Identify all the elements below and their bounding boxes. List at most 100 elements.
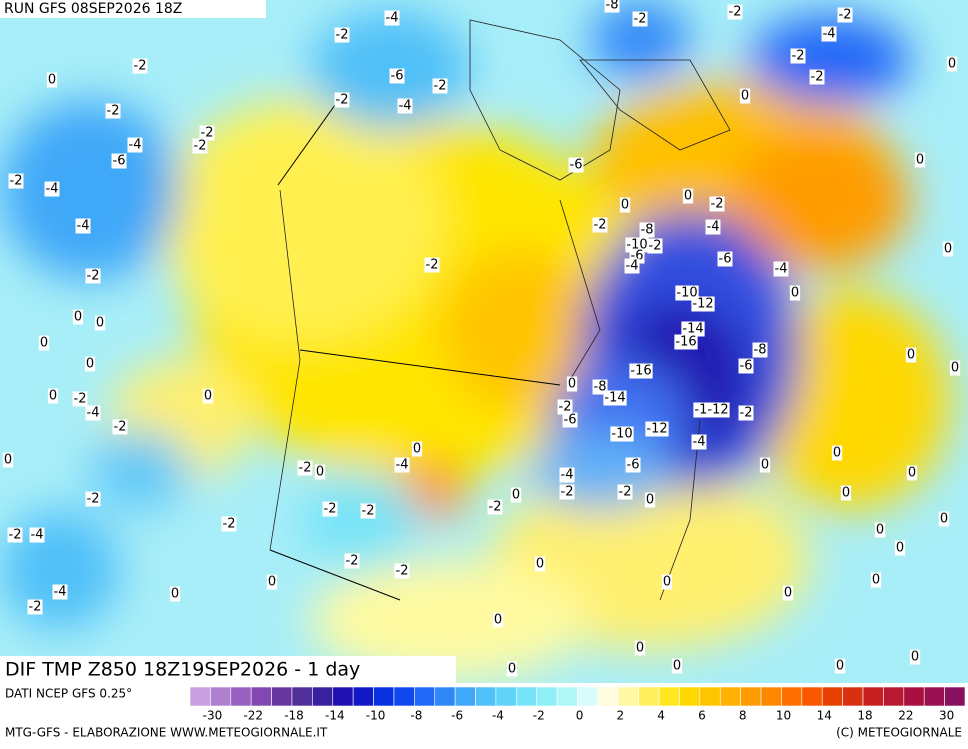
contour-label: 0 — [568, 377, 576, 392]
color-swatch — [373, 686, 395, 707]
colorbar-tick-label: -4 — [492, 709, 504, 723]
contour-label: -2 — [619, 485, 632, 500]
contour-label: 0 — [40, 336, 48, 351]
label-bg — [111, 153, 127, 169]
label-bg — [674, 334, 698, 350]
contour-label: 0 — [684, 189, 692, 204]
colorbar-tick-label: -14 — [325, 709, 345, 723]
contour-label: -4 — [396, 458, 409, 473]
label-bg — [671, 658, 683, 674]
contour-label: -2 — [396, 564, 409, 579]
contour-label: -6 — [391, 69, 404, 84]
label-bg — [8, 173, 24, 189]
colorbar-tick-label: 6 — [698, 709, 706, 723]
contour-label: 0 — [951, 361, 959, 376]
contour-label: 0 — [940, 512, 948, 527]
contour-label: 0 — [536, 557, 544, 572]
label-bg — [809, 69, 825, 85]
contour-label: 0 — [876, 523, 884, 538]
label-bg — [942, 241, 954, 257]
contour-label: -8 — [754, 343, 767, 358]
contour-label: 0 — [872, 573, 880, 588]
contour-label: -4 — [87, 406, 100, 421]
label-bg — [389, 68, 405, 84]
contour-label: -2 — [649, 239, 662, 254]
contour-label: -2 — [134, 59, 147, 74]
label-bg — [592, 217, 608, 233]
label-bg — [360, 503, 376, 519]
label-bg — [559, 484, 575, 500]
contour-label: 0 — [316, 465, 324, 480]
label-bg — [632, 11, 648, 27]
label-bg — [782, 585, 794, 601]
contour-label: -4 — [46, 182, 59, 197]
label-bg — [487, 499, 503, 515]
label-bg — [914, 152, 926, 168]
color-swatch — [699, 686, 721, 707]
color-swatch — [638, 686, 660, 707]
contour-label: -4 — [823, 27, 836, 42]
label-bg — [2, 452, 14, 468]
label-bg — [905, 347, 917, 363]
label-bg — [906, 465, 918, 481]
contour-label: -2 — [811, 70, 824, 85]
color-swatch — [414, 686, 436, 707]
contour-label: -2 — [74, 392, 87, 407]
color-swatch — [883, 686, 905, 707]
label-bg — [840, 485, 852, 501]
contour-label: -2 — [594, 218, 607, 233]
label-bg — [681, 321, 705, 337]
contour-label: -2 — [87, 269, 100, 284]
contour-label: 0 — [508, 662, 516, 677]
label-bg — [706, 402, 730, 418]
label-bg — [127, 137, 143, 153]
color-swatch — [291, 686, 313, 707]
label-bg — [27, 599, 43, 615]
header-box — [0, 0, 266, 18]
contour-label: 0 — [907, 348, 915, 363]
colorbar-tick-label: -10 — [366, 709, 386, 723]
colorbar-tick-label: 22 — [898, 709, 913, 723]
title-box — [0, 656, 456, 683]
label-bg — [634, 640, 646, 656]
label-bg — [629, 363, 653, 379]
contour-label: -8 — [606, 0, 619, 13]
label-bg — [759, 457, 771, 473]
color-swatch — [862, 686, 884, 707]
color-swatch — [944, 686, 966, 707]
contour-label: -6 — [627, 458, 640, 473]
contour-label: -4 — [386, 11, 399, 26]
label-bg — [909, 649, 921, 665]
contour-label: 0 — [494, 613, 502, 628]
contour-label: -4 — [775, 262, 788, 277]
colorbar-tick-label: 18 — [857, 709, 872, 723]
contour-label: -4 — [77, 219, 90, 234]
color-swatch — [597, 686, 619, 707]
contour-label: 0 — [413, 442, 421, 457]
label-bg — [682, 188, 694, 204]
label-bg — [510, 487, 522, 503]
color-swatch — [434, 686, 456, 707]
contour-label: -12 — [692, 297, 713, 312]
contour-label: -8 — [641, 223, 654, 238]
map-field — [0, 0, 968, 683]
label-bg — [752, 342, 768, 358]
label-bg — [717, 251, 733, 267]
contour-label: 0 — [944, 242, 952, 257]
color-swatch — [801, 686, 823, 707]
label-bg — [44, 181, 60, 197]
label-bg — [644, 492, 656, 508]
color-swatch — [312, 686, 334, 707]
label-bg — [619, 197, 631, 213]
label-bg — [709, 196, 725, 212]
label-bg — [647, 238, 663, 254]
label-bg — [411, 441, 423, 457]
contour-label: 0 — [621, 198, 629, 213]
label-bg — [7, 527, 23, 543]
contour-label: 0 — [96, 316, 104, 331]
label-bg — [322, 501, 338, 517]
contour-label: 0 — [784, 586, 792, 601]
label-bg — [739, 88, 751, 104]
contour-label: -6 — [570, 158, 583, 173]
